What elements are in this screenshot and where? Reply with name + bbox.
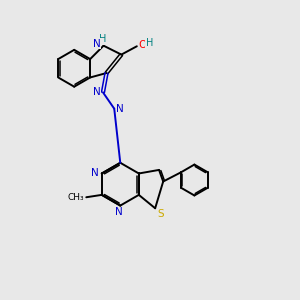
Text: O: O bbox=[138, 40, 146, 50]
Text: CH₃: CH₃ bbox=[67, 193, 84, 202]
Text: N: N bbox=[116, 104, 124, 114]
Text: N: N bbox=[91, 169, 99, 178]
Text: N: N bbox=[93, 87, 101, 97]
Text: N: N bbox=[115, 207, 123, 217]
Text: N: N bbox=[93, 39, 101, 49]
Text: S: S bbox=[157, 208, 164, 219]
Text: H: H bbox=[146, 38, 153, 48]
Text: H: H bbox=[99, 34, 106, 44]
